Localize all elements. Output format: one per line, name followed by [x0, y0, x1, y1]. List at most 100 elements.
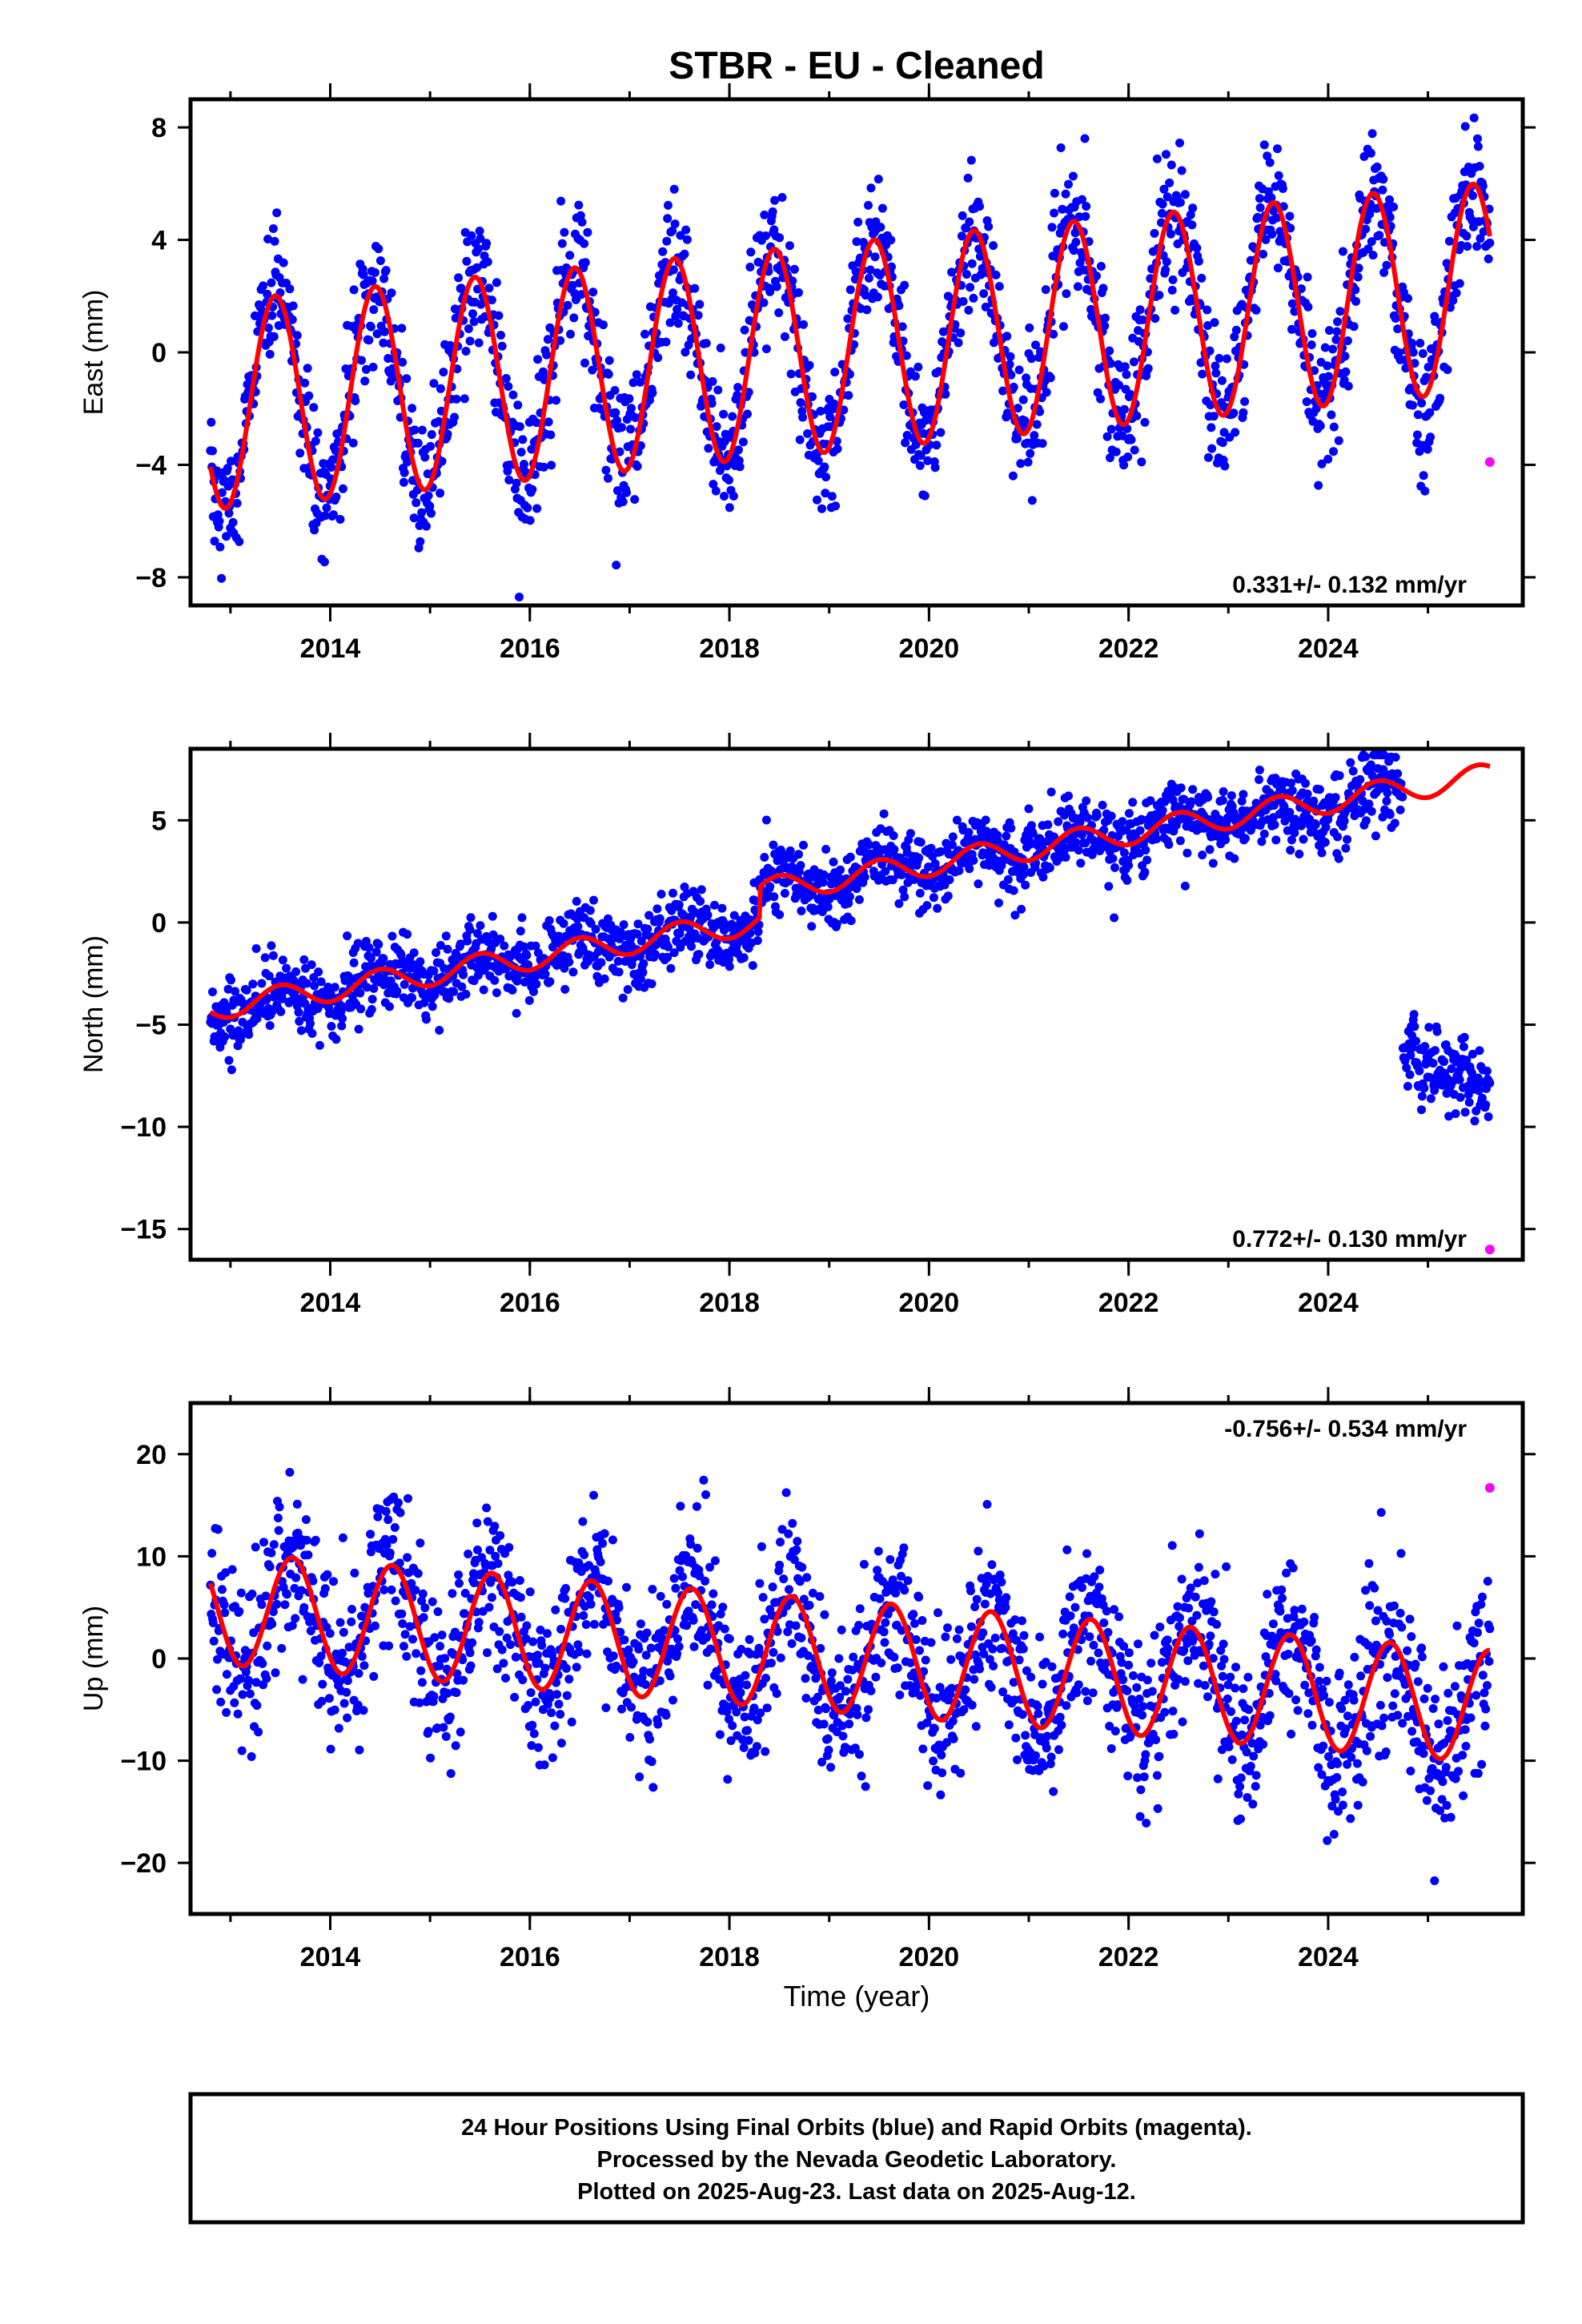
up-final-orbit-point	[739, 1743, 749, 1752]
east-final-orbit-point	[215, 517, 224, 526]
east-final-orbit-point	[532, 504, 542, 513]
up-final-orbit-point	[728, 1721, 737, 1731]
up-final-orbit-point	[815, 1592, 825, 1601]
up-final-orbit-point	[905, 1658, 915, 1667]
east-final-orbit-point	[1158, 199, 1167, 209]
up-final-orbit-point	[274, 1526, 283, 1535]
up-final-orbit-point	[547, 1708, 556, 1718]
north-final-orbit-point	[1002, 831, 1011, 841]
north-final-orbit-point	[1346, 758, 1355, 767]
north-final-orbit-point	[479, 985, 488, 995]
east-final-orbit-point	[327, 463, 336, 472]
north-final-orbit-point	[540, 969, 550, 979]
north-final-orbit-point	[717, 903, 727, 913]
north-final-orbit-point	[492, 988, 501, 998]
up-final-orbit-point	[895, 1691, 905, 1699]
east-final-orbit-point	[484, 283, 494, 293]
east-final-orbit-point	[1473, 134, 1482, 143]
east-final-orbit-point	[969, 293, 978, 303]
up-final-orbit-point	[861, 1782, 870, 1791]
east-final-orbit-point	[1080, 134, 1090, 143]
north-final-orbit-point	[257, 979, 267, 988]
east-final-orbit-point	[1379, 267, 1389, 277]
north-final-orbit-point	[930, 858, 940, 868]
up-final-orbit-point	[772, 1689, 781, 1699]
north-x-tick-label: 2020	[899, 1288, 960, 1318]
up-final-orbit-point	[533, 1743, 543, 1752]
up-final-orbit-point	[889, 1652, 899, 1662]
east-final-orbit-point	[628, 378, 638, 388]
east-final-orbit-point	[518, 435, 528, 444]
east-final-orbit-point	[604, 369, 613, 379]
north-final-orbit-point	[748, 961, 757, 971]
north-final-orbit-point	[1321, 822, 1331, 832]
up-final-orbit-point	[353, 1700, 363, 1710]
north-final-orbit-point	[852, 884, 861, 894]
east-final-orbit-point	[1056, 143, 1066, 152]
up-final-orbit-point	[598, 1538, 608, 1548]
up-final-orbit-point	[850, 1743, 860, 1753]
east-final-orbit-point	[1479, 227, 1488, 236]
east-final-orbit-point	[1069, 246, 1078, 255]
up-final-orbit-point	[853, 1710, 862, 1719]
up-final-orbit-point	[921, 1655, 930, 1665]
east-final-orbit-point	[1170, 305, 1180, 315]
north-final-orbit-point	[794, 850, 803, 859]
east-final-orbit-point	[371, 267, 379, 277]
north-final-orbit-point	[674, 900, 684, 910]
up-final-orbit-point	[528, 1637, 538, 1647]
east-final-orbit-point	[331, 493, 341, 501]
east-final-orbit-point	[1230, 332, 1239, 342]
up-final-orbit-point	[864, 1705, 873, 1715]
east-final-orbit-point	[870, 252, 880, 262]
east-final-orbit-point	[670, 219, 680, 229]
east-final-orbit-point	[760, 210, 769, 219]
east-final-orbit-point	[580, 358, 589, 368]
north-final-orbit-point	[224, 1055, 234, 1065]
north-final-orbit-point	[687, 942, 696, 951]
up-final-orbit-point	[430, 1633, 440, 1642]
up-final-orbit-point	[608, 1651, 618, 1661]
up-final-orbit-point	[750, 1748, 760, 1758]
north-final-orbit-point	[656, 890, 666, 899]
north-final-orbit-point	[1451, 1109, 1460, 1119]
up-final-orbit-point	[661, 1711, 671, 1720]
up-final-orbit-point	[355, 1745, 364, 1755]
up-final-orbit-point	[773, 1626, 782, 1636]
up-final-orbit-point	[589, 1619, 599, 1629]
up-final-orbit-point	[545, 1694, 555, 1703]
up-final-orbit-point	[303, 1550, 313, 1560]
up-final-orbit-point	[486, 1578, 496, 1587]
up-final-orbit-point	[537, 1641, 547, 1651]
east-final-orbit-point	[546, 430, 556, 440]
up-final-orbit-point	[315, 1659, 324, 1667]
north-final-orbit-point	[1415, 1066, 1424, 1076]
north-final-orbit-point	[1439, 1057, 1449, 1067]
north-final-orbit-point	[371, 947, 381, 957]
up-final-orbit-point	[468, 1638, 477, 1647]
up-y-tick-label: −10	[120, 1747, 167, 1777]
east-final-orbit-point	[1062, 289, 1071, 299]
east-final-orbit-point	[398, 357, 408, 367]
east-final-orbit-point	[1194, 256, 1203, 266]
north-final-orbit-point	[1203, 793, 1212, 802]
north-final-orbit-point	[879, 809, 889, 818]
east-final-orbit-point	[267, 278, 276, 287]
east-final-orbit-point	[1038, 439, 1047, 448]
north-final-orbit-point	[881, 866, 890, 876]
north-final-orbit-point	[1286, 846, 1295, 855]
east-final-orbit-point	[1106, 453, 1114, 463]
east-final-orbit-point	[368, 362, 378, 372]
up-final-orbit-point	[407, 1578, 416, 1588]
east-final-orbit-point	[704, 444, 713, 453]
up-final-orbit-point	[381, 1506, 391, 1516]
east-x-tick-label: 2022	[1098, 633, 1159, 664]
up-final-orbit-point	[797, 1562, 807, 1572]
up-final-orbit-point	[720, 1624, 729, 1634]
east-final-orbit-point	[375, 256, 385, 265]
up-final-orbit-point	[233, 1709, 243, 1719]
east-final-orbit-point	[259, 281, 268, 291]
up-final-orbit-point	[267, 1619, 277, 1629]
east-final-orbit-point	[1175, 139, 1184, 147]
up-final-orbit-point	[726, 1736, 736, 1746]
